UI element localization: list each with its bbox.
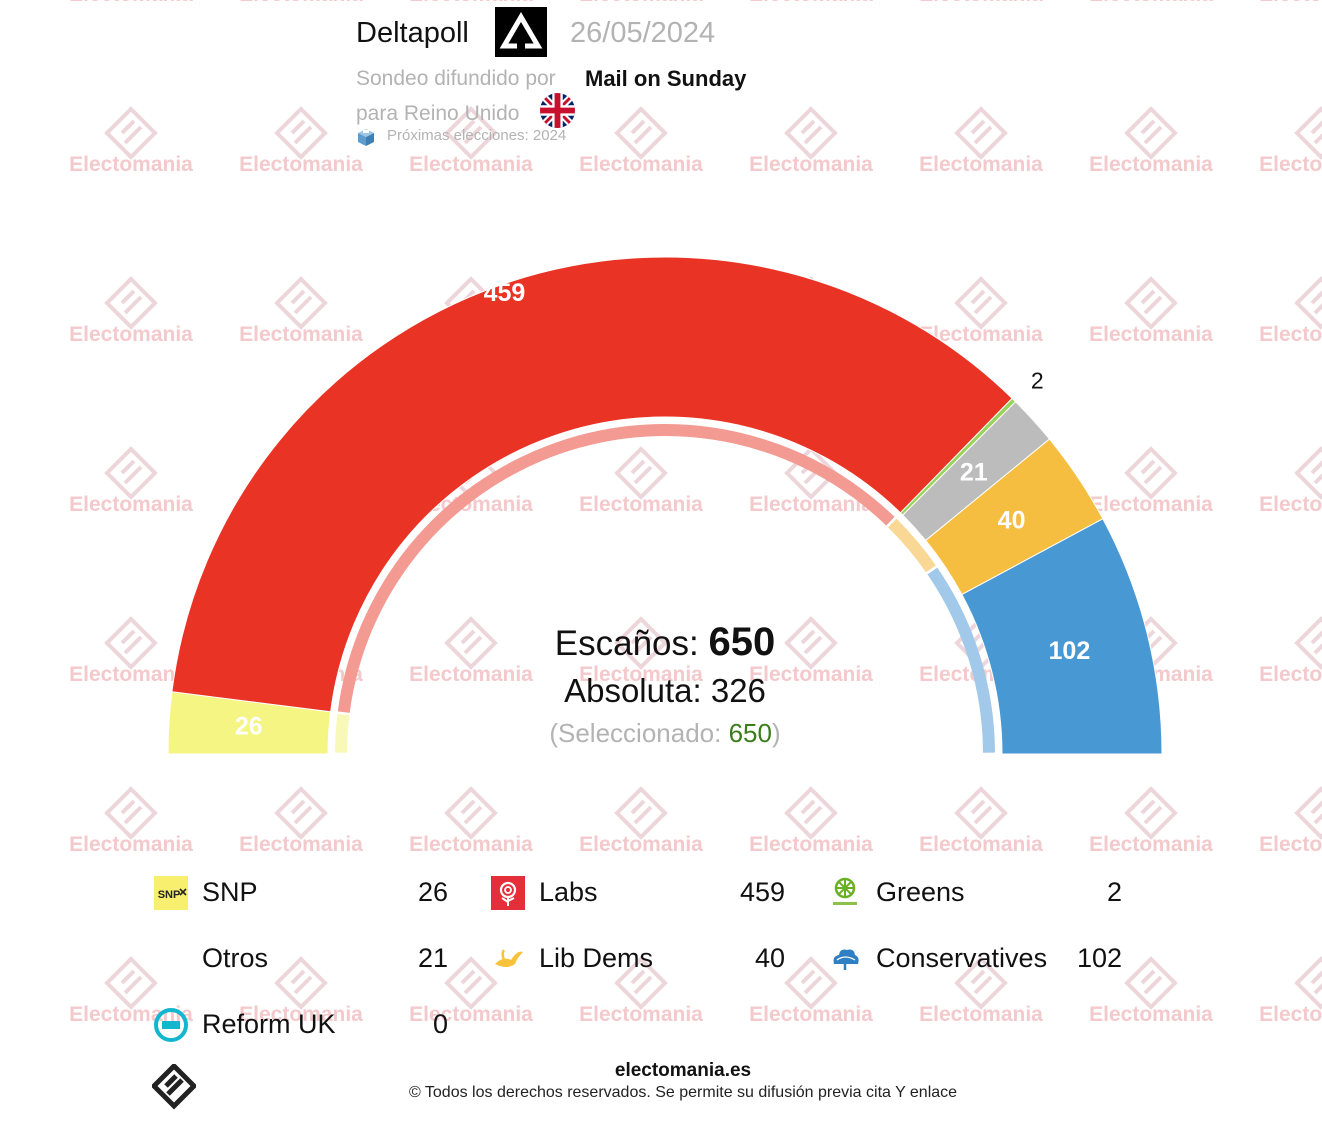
legend-name: Labs [539, 877, 598, 907]
pollster-name: Deltapoll [356, 17, 469, 49]
legend-item-conservatives[interactable]: Conservatives 102 [828, 937, 1122, 981]
legend-name: Lib Dems [539, 943, 654, 973]
footer-copyright: © Todos los derechos reservados. Se perm… [408, 1084, 958, 1101]
conservative-tree-icon [828, 942, 862, 976]
seat-label-snp: 26 [235, 712, 263, 740]
seat-label-lib-dems: 40 [998, 507, 1026, 535]
legend-item-snp[interactable]: SNP SNP 26 [154, 871, 448, 915]
seat-label-labs: 459 [484, 279, 526, 307]
legend-name: Reform UK [202, 1009, 336, 1039]
svg-text:SNP: SNP [158, 889, 181, 901]
country-label: para Reino Unido [356, 102, 520, 125]
selected-value: 650 [728, 718, 772, 748]
selected-label: (Seleccionado: [549, 718, 722, 748]
seat-label-greens: 2 [1031, 367, 1044, 393]
legend-item-lib-dems[interactable]: Lib Dems 40 [491, 937, 785, 981]
legend-item-greens[interactable]: Greens 2 [828, 871, 1122, 915]
selected-close: ) [771, 718, 781, 748]
bloc-ring-segment-2 [888, 518, 936, 573]
poll-date: 26/05/2024 [570, 17, 716, 49]
footer-site: electomania.es [614, 1060, 752, 1081]
seat-label-otros: 21 [960, 458, 988, 486]
uk-flag-icon [540, 93, 575, 128]
next-elections-label: Próximas elecciones: 2024 [387, 127, 567, 144]
legend-name: SNP [202, 877, 258, 907]
legend-name: Conservatives [876, 943, 1048, 973]
source-label: Sondeo difundido por [356, 67, 556, 90]
legend-seats: 459 [739, 877, 785, 907]
selected-seats: (Seleccionado: 650) [465, 718, 865, 749]
labour-rose-icon [491, 876, 525, 910]
legend-item-labs[interactable]: Labs 459 [491, 871, 785, 915]
ballot-box-icon [356, 127, 376, 147]
deltapoll-logo-icon [495, 7, 547, 57]
absolute-majority: Absoluta: 326 [465, 672, 865, 710]
legend-seats: 26 [417, 877, 448, 907]
legend-seats: 40 [754, 943, 785, 973]
seats-total: 650 [708, 620, 776, 664]
green-party-icon [828, 876, 862, 910]
electomania-logo-icon [150, 1062, 198, 1110]
seat-label-conservatives: 102 [1049, 637, 1091, 665]
reform-uk-icon [154, 1008, 188, 1042]
legend-name: Otros [202, 943, 269, 973]
absolute-label: Absoluta: [564, 672, 702, 709]
legend-seats: 0 [432, 1009, 448, 1039]
legend-seats: 21 [417, 943, 448, 973]
media-name: Mail on Sunday [585, 66, 747, 91]
snp-logo-icon: SNP [154, 876, 188, 910]
absolute-value: 326 [710, 672, 766, 709]
legend-item-otros[interactable]: Otros 21 [154, 937, 448, 981]
legend-seats: 2 [1106, 877, 1122, 907]
bloc-ring-segment-3 [927, 567, 995, 753]
total-seats: Escaños: 650 [465, 620, 865, 665]
bloc-ring-segment-0 [335, 713, 350, 753]
seats-label: Escaños: [554, 624, 699, 663]
legend-name: Greens [876, 877, 965, 907]
legend-seats: 102 [1076, 943, 1122, 973]
lib-dem-bird-icon [491, 942, 525, 976]
legend-item-reform-uk[interactable]: Reform UK 0 [154, 1003, 448, 1047]
